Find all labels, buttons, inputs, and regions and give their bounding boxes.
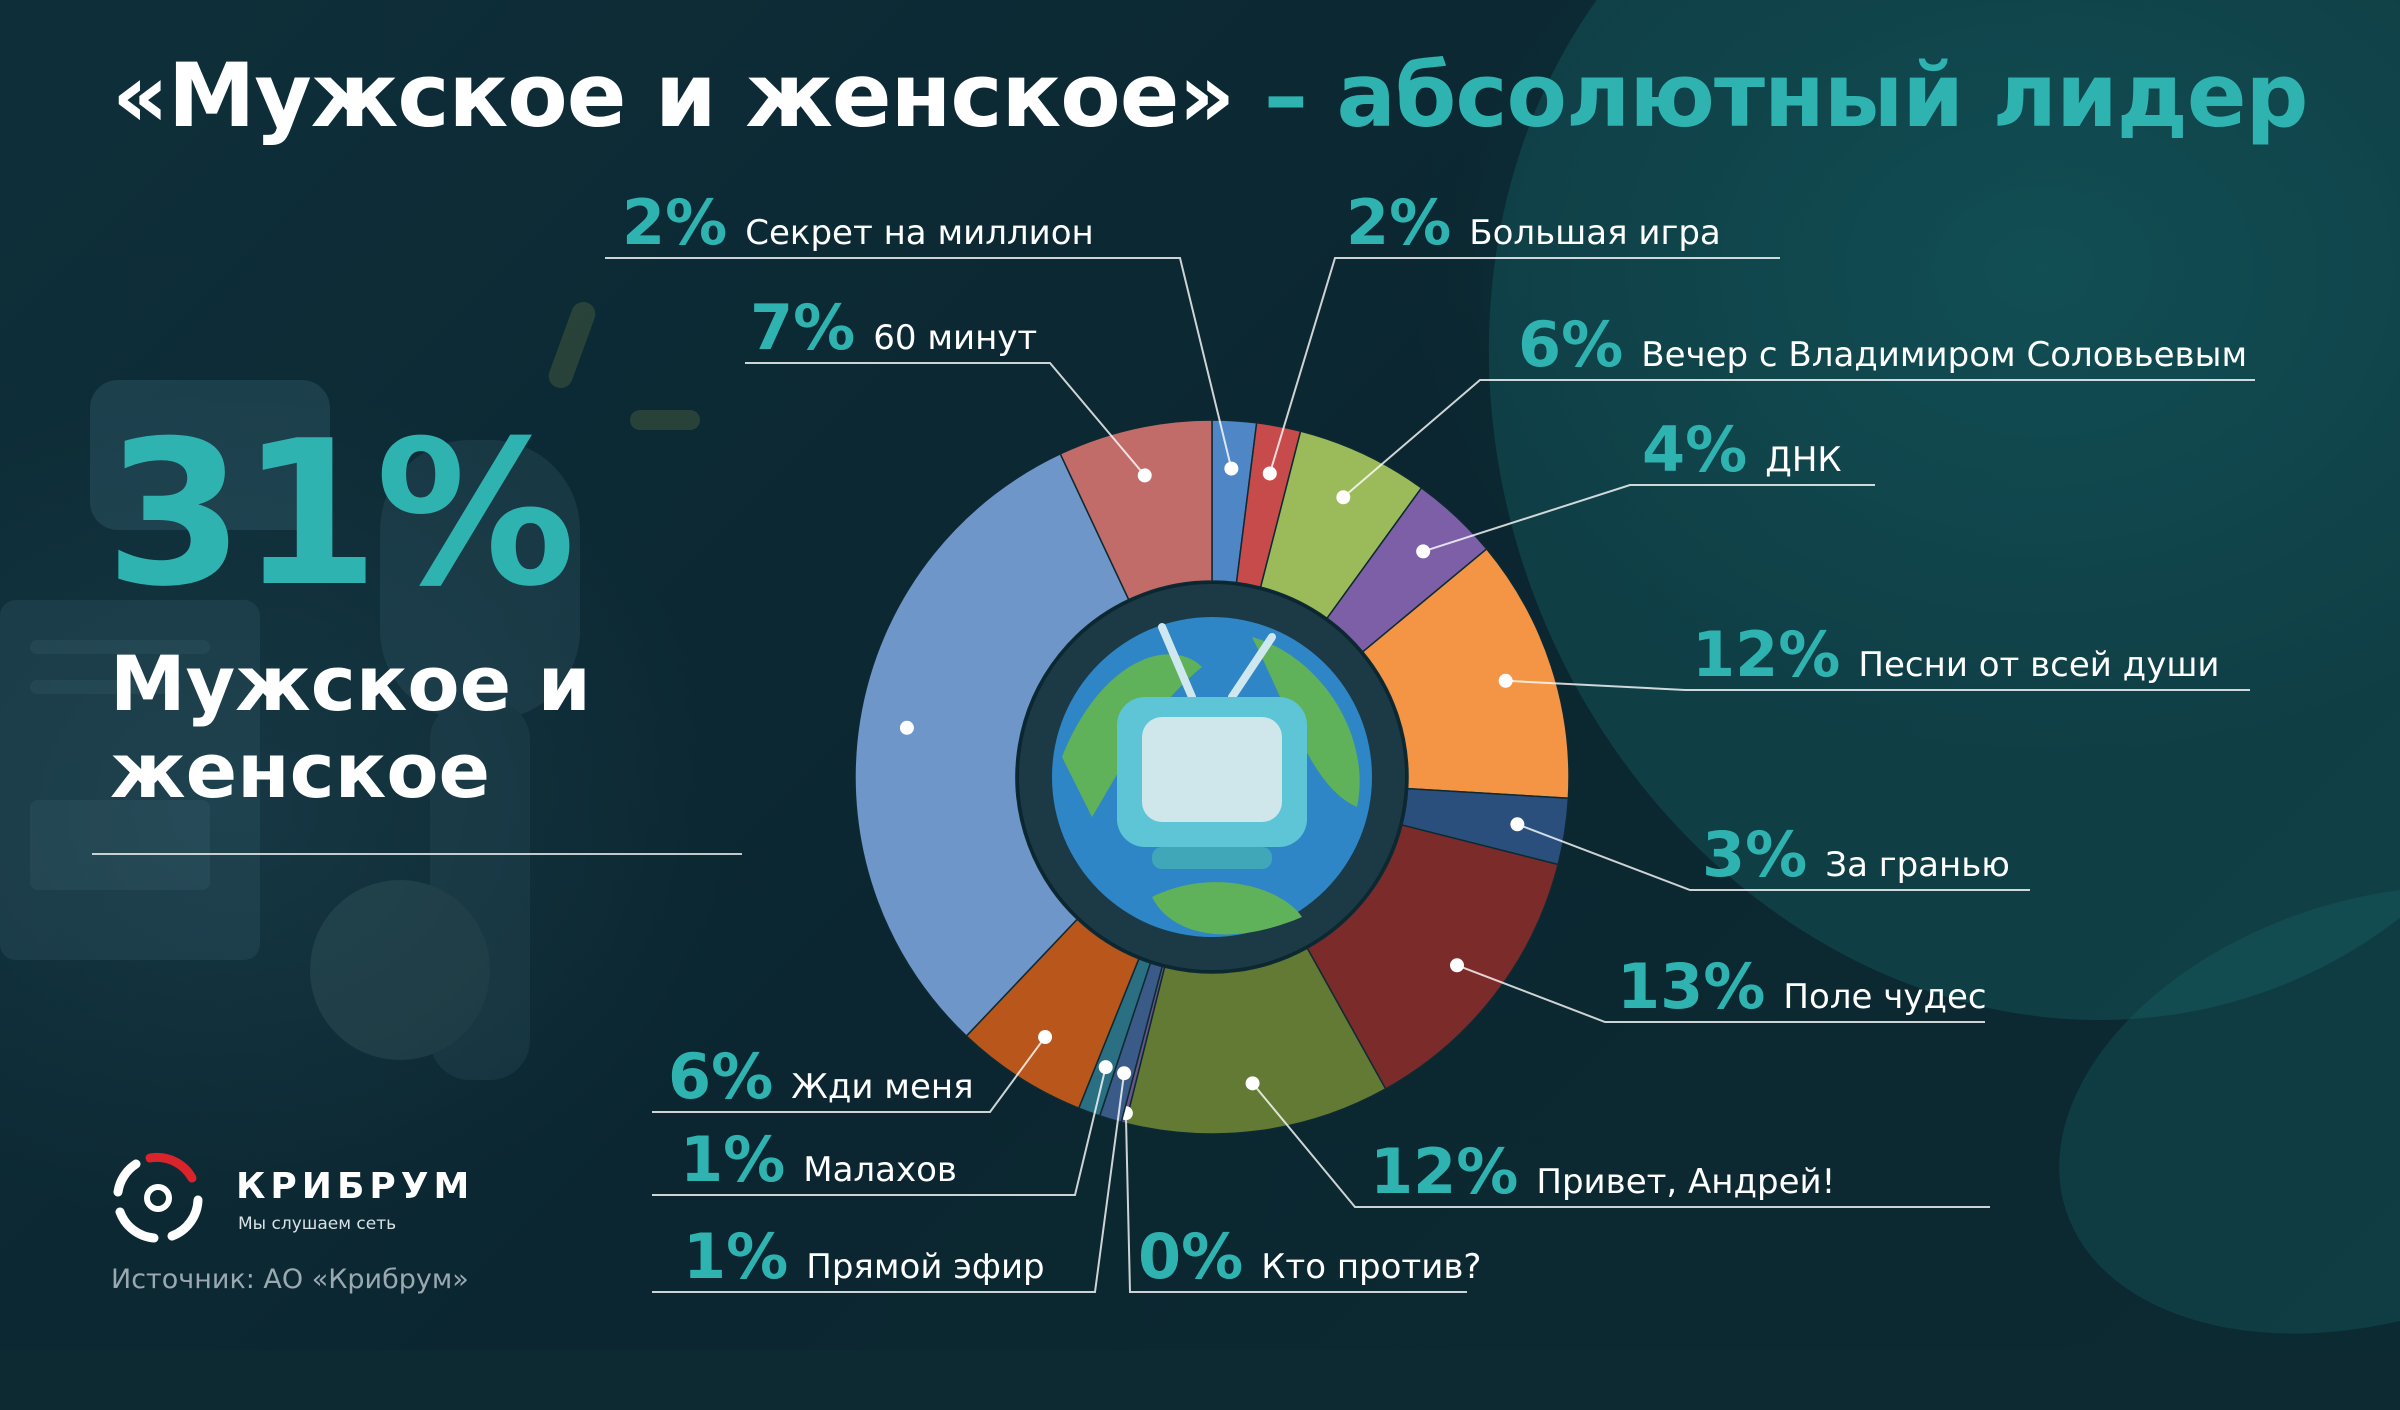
leader-line: [1422, 484, 1875, 553]
slice-name: Прямой эфир: [806, 1247, 1044, 1287]
slice-label: 0% Кто против?: [1138, 1220, 1481, 1293]
leader-leader-line: [92, 853, 742, 855]
pie-chart: 2% Секрет на миллион 2% Большая игра 6% Вечер…: [605, 186, 2255, 1293]
source-note: Источник: АО «Крибрум»: [111, 1264, 469, 1295]
slice-percent: 6%: [668, 1040, 773, 1113]
title-main: «Мужское и женское»: [112, 44, 1235, 147]
leader-line: [1268, 257, 1780, 474]
slice-percent: 2%: [1346, 186, 1451, 259]
slice-label: 6% Вечер с Владимиром Соловьевым: [1518, 308, 2247, 381]
pie-slice: [1361, 547, 1570, 800]
slice-label: 13% Поле чудес: [1617, 950, 1987, 1023]
leader-lines: [605, 257, 2255, 1293]
tv-screen: [1142, 717, 1282, 822]
leader-name: Мужское и женское: [110, 639, 591, 816]
leader-line: [745, 362, 1146, 477]
slice-percent: 2%: [622, 186, 727, 259]
slice-percent: 1%: [680, 1123, 785, 1196]
slice-name: Кто против?: [1261, 1247, 1481, 1287]
title-accent: – абсолютный лидер: [1234, 44, 2309, 147]
pie-slice: [854, 452, 1130, 1038]
slice-percent: 13%: [1617, 950, 1765, 1023]
slice-percent: 0%: [1138, 1220, 1243, 1293]
leader-line: [1505, 679, 2250, 691]
tv-antenna: [1158, 623, 1196, 701]
slice-name: ДНК: [1765, 440, 1841, 480]
slice-percent: 1%: [683, 1220, 788, 1293]
brand-slogan: Мы слушаем сеть: [238, 1214, 397, 1234]
slice-percent: 6%: [1518, 308, 1623, 381]
slice-name: Вечер с Владимиром Соловьевым: [1641, 335, 2247, 375]
leader-line: [652, 1066, 1107, 1196]
leader-percent: 31%: [105, 398, 576, 631]
globe-tv-icon: [1019, 584, 1405, 970]
kribrum-logo-icon: [113, 1152, 203, 1243]
slice-percent: 3%: [1702, 818, 1807, 891]
leader-line: [652, 1036, 1046, 1113]
slice-label: 2% Секрет на миллион: [622, 186, 1094, 259]
slice-percent: 4%: [1642, 413, 1747, 486]
brand-name: КРИБРУМ: [236, 1166, 475, 1207]
slice-label: 4% ДНК: [1642, 413, 1842, 486]
leader-line: [1124, 1113, 1467, 1293]
leader-line: [652, 1073, 1126, 1293]
slice-label: 1% Малахов: [680, 1123, 957, 1196]
slice-label: 7% 60 минут: [750, 291, 1037, 364]
slice-percent: 12%: [1692, 618, 1840, 691]
slice-label: 12% Привет, Андрей!: [1370, 1135, 1835, 1208]
pie-slice: [1059, 419, 1213, 601]
pie-slice: [1306, 824, 1560, 1090]
tv-stand: [1152, 847, 1272, 869]
slice-percent: 7%: [750, 291, 855, 364]
slice-name: 60 минут: [873, 318, 1037, 358]
slice-name: Привет, Андрей!: [1536, 1162, 1835, 1202]
globe-land: [1152, 882, 1302, 935]
slice-label: 12% Песни от всей души: [1692, 618, 2220, 691]
slice-label: 1% Прямой эфир: [683, 1220, 1045, 1293]
slice-name: Поле чудес: [1783, 977, 1986, 1017]
leader-line: [605, 257, 1233, 469]
leader-line: [1517, 823, 2030, 891]
slice-name: Песни от всей души: [1858, 645, 2219, 685]
slice-percent: 12%: [1370, 1135, 1518, 1208]
slice-labels: 2% Секрет на миллион 2% Большая игра 6% Вечер…: [622, 186, 2247, 1293]
slice-label: 3% За гранью: [1702, 818, 2010, 891]
slice-name: За гранью: [1825, 845, 2010, 885]
tv-antenna: [1228, 633, 1276, 701]
page-title: «Мужское и женское» – абсолютный лидер: [112, 47, 2312, 145]
leader-line: [1342, 379, 2255, 499]
background-illustration: [0, 301, 700, 1080]
leader-line: [1456, 964, 1985, 1023]
slice-label: 6% Жди меня: [668, 1040, 974, 1113]
pie-slice: [1124, 947, 1387, 1135]
slice-name: Жди меня: [791, 1067, 973, 1107]
slice-name: Секрет на миллион: [745, 213, 1094, 253]
leader-line: [1251, 1082, 1990, 1208]
slice-label: 2% Большая игра: [1346, 186, 1721, 259]
slice-name: Большая игра: [1469, 213, 1720, 253]
slice-dot: [899, 720, 914, 735]
slice-name: Малахов: [803, 1150, 957, 1190]
pie-slices: [854, 419, 1570, 1135]
